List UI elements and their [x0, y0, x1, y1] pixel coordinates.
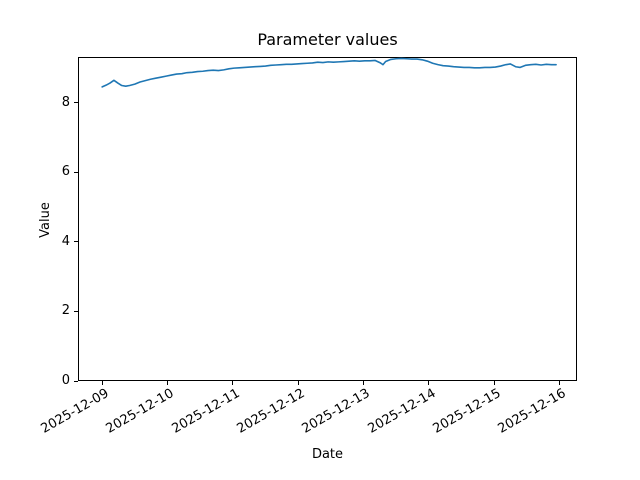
x-tick-mark — [101, 381, 103, 385]
chart-title: Parameter values — [257, 30, 398, 49]
x-tick-mark — [166, 381, 168, 385]
y-tick-label: 4 — [61, 233, 70, 249]
y-tick-label: 2 — [61, 303, 70, 319]
y-tick-mark — [74, 380, 78, 382]
x-tick-mark — [232, 381, 234, 385]
axes-frame — [78, 57, 577, 381]
y-tick-mark — [74, 102, 78, 104]
y-tick-mark — [74, 171, 78, 173]
y-tick-label: 6 — [61, 164, 70, 180]
y-axis-label: Value — [38, 202, 53, 238]
x-tick-mark — [428, 381, 430, 385]
x-tick-mark — [493, 381, 495, 385]
x-tick-mark — [297, 381, 299, 385]
y-tick-label: 0 — [61, 373, 70, 388]
y-tick-mark — [74, 241, 78, 243]
x-tick-mark — [558, 381, 560, 385]
data-line-parameter-values — [101, 57, 557, 88]
y-tick-label: 8 — [61, 94, 70, 110]
plot-area — [101, 57, 557, 88]
y-tick-mark — [74, 310, 78, 312]
x-axis-label: Date — [311, 447, 344, 462]
x-tick-mark — [362, 381, 364, 385]
